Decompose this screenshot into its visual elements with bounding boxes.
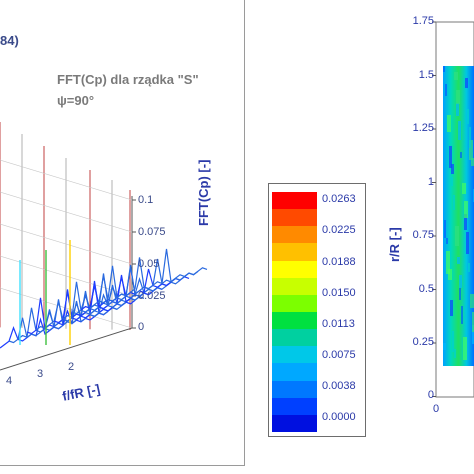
y-tick-label: 1.25 bbox=[412, 122, 434, 134]
waterfall-surface bbox=[0, 122, 208, 371]
heatmap-cell bbox=[452, 331, 454, 352]
heatmap-cell bbox=[454, 349, 456, 358]
legend-swatch bbox=[272, 312, 317, 330]
heatmap-cell bbox=[454, 72, 458, 80]
legend-swatch bbox=[272, 277, 317, 296]
y-tick-label: 0.75 bbox=[412, 229, 434, 241]
heatmap-cell bbox=[450, 300, 453, 316]
heatmap-cell bbox=[443, 66, 445, 72]
y-tick-label: 0.5 bbox=[418, 283, 434, 295]
heatmap-cell bbox=[466, 232, 469, 254]
grid-line bbox=[0, 191, 133, 233]
legend-label: 0.0113 bbox=[322, 318, 355, 330]
x-tick-label: 2 bbox=[68, 361, 75, 373]
color-legend: 0.0263 0.0225 0.0188 0.0150 0.0113 0.007… bbox=[268, 183, 366, 437]
y-tick-label: 0 bbox=[427, 389, 434, 401]
heatmap-cell bbox=[469, 140, 473, 160]
grid-line bbox=[0, 287, 133, 329]
legend-swatch bbox=[272, 192, 317, 210]
z-tick-label: 0.075 bbox=[138, 226, 166, 238]
x-axis-line bbox=[0, 327, 133, 371]
heatmap-cell bbox=[464, 201, 468, 218]
legend-label: 0.0150 bbox=[322, 287, 356, 299]
grid-line bbox=[0, 255, 133, 297]
heatmap-cell bbox=[471, 158, 474, 166]
heatmap-cell bbox=[463, 337, 467, 360]
legend-swatch bbox=[272, 363, 317, 382]
fft-waterfall-panel: 84) FFT(Cp) dla rządka "S" ψ=90° 0.1 0.0… bbox=[0, 0, 245, 466]
y-tick-label: 1.5 bbox=[418, 69, 434, 81]
heatmap-cell bbox=[447, 115, 451, 132]
legend-swatch bbox=[272, 209, 317, 227]
waterfall-traces bbox=[0, 240, 208, 349]
heatmap-cell bbox=[469, 127, 471, 148]
heatmap-cell bbox=[443, 343, 446, 350]
heatmap-cell bbox=[467, 109, 469, 124]
heatmap-cell bbox=[451, 177, 453, 186]
heatmap-cell bbox=[446, 238, 448, 244]
heatmap-cell bbox=[470, 294, 474, 308]
y-axis-label: r/R [-] bbox=[387, 227, 402, 262]
heatmap-cell bbox=[461, 306, 463, 324]
heatmap-cell bbox=[459, 275, 462, 288]
legend-label: 0.0263 bbox=[322, 193, 356, 205]
legend-swatch bbox=[272, 380, 317, 399]
z-tick-label: 0.05 bbox=[138, 258, 160, 270]
legend-swatch bbox=[272, 397, 317, 416]
heatmap-cell bbox=[459, 288, 461, 300]
heatmap-cell bbox=[457, 257, 460, 264]
legend-swatch bbox=[272, 329, 317, 347]
heatmap-cell bbox=[456, 103, 459, 116]
spectrum-trace bbox=[98, 248, 208, 304]
heatmap-cell bbox=[464, 214, 467, 230]
chart-title: FFT(Cp) dla rządka "S" bbox=[57, 72, 199, 87]
x-tick-label: 4 bbox=[6, 375, 13, 387]
heatmap-cell bbox=[455, 226, 459, 246]
chart-subtitle: ψ=90° bbox=[57, 93, 95, 108]
spectrum-trace bbox=[0, 309, 109, 349]
y-tick-label: 1 bbox=[427, 176, 434, 188]
legend-label: 0.0225 bbox=[322, 224, 356, 236]
heatmap-chart bbox=[432, 21, 474, 398]
heatmap-cell bbox=[446, 251, 450, 274]
heatmap-ticks bbox=[432, 21, 436, 397]
legend-swatch bbox=[272, 260, 317, 279]
heatmap-cell bbox=[468, 263, 470, 272]
heatmap-cell bbox=[456, 90, 460, 104]
x-tick-label: 0 bbox=[433, 403, 440, 415]
heatmap-cell bbox=[453, 195, 455, 210]
heatmap-cell bbox=[449, 146, 452, 168]
heatmap-cell bbox=[448, 269, 452, 280]
waterfall-grid bbox=[0, 122, 136, 371]
heatmap-cell bbox=[451, 164, 454, 174]
z-tick-label: 0.025 bbox=[138, 290, 166, 302]
grid-line bbox=[0, 159, 133, 201]
z-axis-label: FFT(Cp) [-] bbox=[196, 159, 211, 226]
legend-label: 0.0075 bbox=[322, 349, 356, 361]
legend-swatch bbox=[272, 414, 317, 433]
heatmap-cell bbox=[465, 78, 468, 88]
panel-corner-label: 84) bbox=[0, 33, 19, 48]
heatmap-cell bbox=[458, 121, 461, 140]
heatmap-cell bbox=[444, 220, 446, 238]
x-tick-label: 3 bbox=[37, 368, 44, 380]
y-tick-label: 0.25 bbox=[412, 336, 434, 348]
legend-label: 0.0038 bbox=[322, 380, 356, 392]
heatmap-cell bbox=[472, 312, 474, 332]
heatmap-streaks bbox=[443, 66, 474, 360]
heatmap-cell bbox=[462, 183, 466, 194]
legend-swatch bbox=[272, 226, 317, 244]
legend-label: 0.0000 bbox=[322, 411, 356, 423]
heatmap-cell bbox=[472, 325, 474, 344]
legend-swatch bbox=[272, 346, 317, 364]
y-tick-label: 1.75 bbox=[412, 15, 434, 27]
z-tick-label: 0 bbox=[138, 321, 145, 333]
legend-swatch bbox=[272, 294, 317, 313]
z-tick-label: 0.1 bbox=[138, 194, 154, 206]
legend-label: 0.0188 bbox=[322, 256, 356, 268]
heatmap-cell bbox=[460, 152, 462, 158]
heatmap-cell bbox=[445, 84, 447, 96]
legend-swatch bbox=[272, 243, 317, 262]
grid-line bbox=[0, 223, 133, 265]
